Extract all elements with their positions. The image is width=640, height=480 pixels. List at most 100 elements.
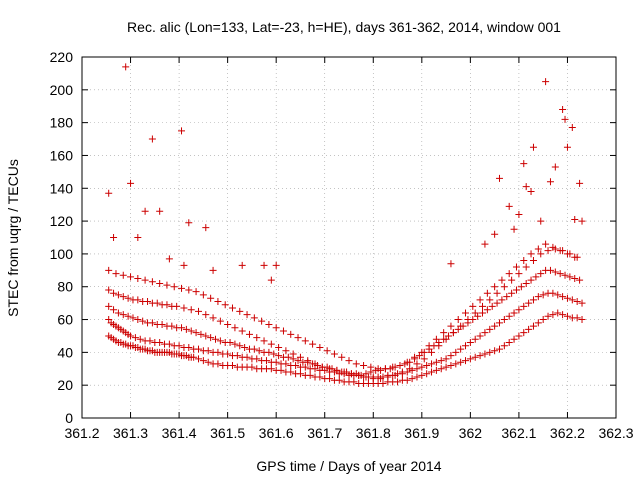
data-point	[549, 311, 557, 319]
data-point	[296, 353, 304, 361]
series-2	[105, 289, 586, 381]
data-point	[165, 340, 173, 348]
data-point	[333, 366, 341, 374]
data-point	[559, 106, 567, 114]
x-axis-ticks: 361.2 361.3 361.4 361.5 361.6 361.7 361.8 361.9…	[64, 57, 634, 441]
data-point	[340, 368, 348, 376]
data-point	[447, 260, 455, 268]
data-point	[335, 376, 343, 384]
data-point	[226, 339, 234, 347]
data-point	[316, 373, 324, 381]
data-point	[471, 309, 479, 317]
data-point	[265, 348, 273, 356]
data-point	[204, 347, 212, 355]
data-point	[231, 340, 239, 348]
data-point	[510, 225, 518, 233]
data-point	[556, 270, 564, 278]
data-point	[134, 275, 142, 283]
data-point	[141, 207, 149, 215]
data-point	[554, 309, 562, 317]
data-point	[432, 366, 440, 374]
data-point	[141, 276, 149, 284]
data-point	[573, 297, 581, 305]
data-point	[563, 143, 571, 151]
data-point	[127, 332, 135, 340]
data-point	[178, 127, 186, 135]
data-point	[449, 329, 457, 337]
data-point	[377, 375, 385, 383]
data-point	[202, 224, 210, 232]
data-point	[420, 355, 428, 363]
x-tick-label: 361.8	[356, 425, 391, 441]
data-point	[479, 302, 486, 310]
data-point	[250, 314, 258, 322]
x-tick-label: 362.3	[598, 425, 633, 441]
data-point	[105, 302, 113, 310]
data-point	[187, 306, 195, 314]
data-point	[505, 270, 513, 278]
data-point	[170, 283, 178, 291]
data-point	[202, 332, 210, 340]
data-point	[576, 179, 584, 187]
data-point	[379, 380, 387, 388]
x-tick-label: 361.3	[113, 425, 148, 441]
data-point	[185, 343, 193, 351]
data-point	[221, 301, 229, 309]
data-point	[279, 327, 287, 335]
data-point	[481, 240, 489, 248]
data-point	[262, 357, 270, 365]
data-point	[248, 363, 256, 371]
data-point	[573, 314, 581, 322]
data-point	[537, 217, 545, 225]
data-point	[197, 330, 205, 338]
data-point	[156, 207, 164, 215]
data-point	[432, 358, 440, 366]
data-point	[568, 124, 576, 132]
data-point	[243, 353, 251, 361]
data-point	[493, 299, 501, 307]
data-point	[527, 276, 535, 284]
data-point	[517, 283, 525, 291]
data-point	[566, 273, 574, 281]
data-point	[124, 294, 132, 302]
data-point	[110, 289, 118, 297]
data-point	[549, 243, 557, 251]
series-6	[105, 63, 586, 284]
data-point	[287, 368, 295, 376]
x-tick-label: 361.4	[162, 425, 197, 441]
data-point	[112, 270, 120, 278]
data-point	[224, 350, 232, 358]
data-point	[483, 289, 491, 297]
data-point	[124, 312, 132, 320]
data-point	[532, 273, 540, 281]
data-point	[119, 293, 127, 301]
data-point	[537, 250, 545, 258]
data-point	[267, 365, 275, 373]
data-point	[432, 335, 440, 343]
data-point	[282, 347, 290, 355]
data-point	[466, 355, 474, 363]
series-5	[105, 240, 579, 373]
chart-title: Rec. alic (Lon=133, Lat=-23, h=HE), days…	[127, 19, 561, 35]
x-tick-label: 361.7	[307, 425, 342, 441]
data-point	[287, 330, 295, 338]
data-point	[389, 363, 397, 371]
data-point	[486, 348, 494, 356]
data-point	[469, 302, 477, 310]
data-point	[403, 358, 411, 366]
data-point	[294, 334, 302, 342]
data-point	[204, 358, 212, 366]
data-point	[515, 270, 523, 278]
data-point	[301, 337, 309, 345]
data-point	[425, 342, 433, 350]
data-point	[105, 286, 113, 294]
x-tick-label: 361.6	[259, 425, 294, 441]
data-point	[442, 335, 450, 343]
data-point	[457, 322, 465, 330]
data-point	[110, 234, 118, 241]
data-point	[347, 370, 355, 378]
data-point	[318, 363, 326, 371]
data-point	[258, 317, 266, 325]
data-point	[105, 189, 113, 197]
